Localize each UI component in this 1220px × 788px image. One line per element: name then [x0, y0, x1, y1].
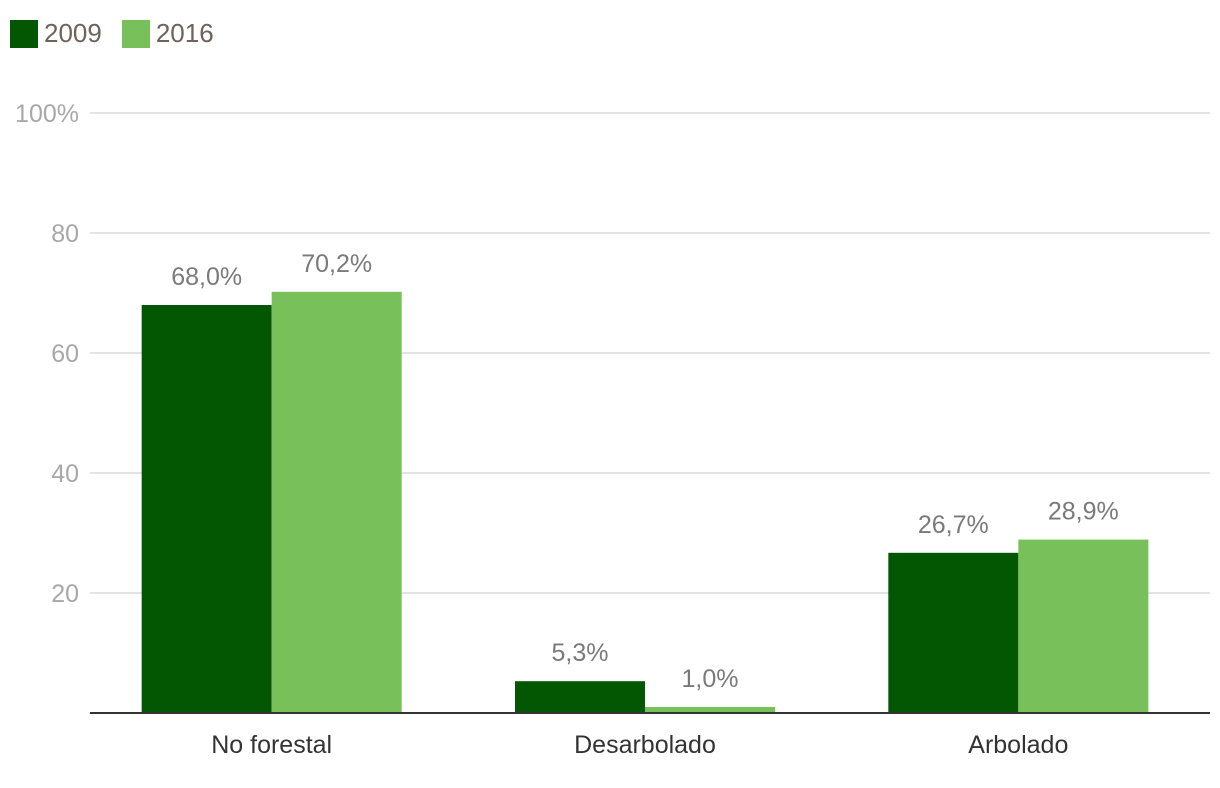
data-label-no-forestal-2009: 68,0% [171, 263, 242, 291]
y-tick-label-100: 100% [15, 100, 79, 128]
data-label-arbolado-2009: 26,7% [918, 511, 989, 539]
category-label-arbolado: Arbolado [968, 731, 1068, 759]
data-label-no-forestal-2016: 70,2% [301, 250, 372, 278]
bar-no-forestal-2009 [141, 305, 272, 713]
legend-item-2016[interactable]: 2016 [121, 18, 214, 49]
bar-no-forestal-2016 [271, 291, 402, 713]
y-tick-label-20: 20 [51, 580, 79, 608]
y-tick-label-40: 40 [51, 460, 79, 488]
data-label-arbolado-2016: 28,9% [1048, 498, 1119, 526]
category-label-desarbolado: Desarbolado [574, 731, 716, 759]
bar-arbolado-2009 [888, 552, 1019, 713]
bar-arbolado-2016 [1018, 539, 1149, 713]
y-tick-label-60: 60 [51, 340, 79, 368]
legend-label-2016: 2016 [155, 18, 214, 48]
legend-label-2009: 2009 [44, 18, 102, 48]
legend-item-2009[interactable]: 2009 [10, 18, 102, 49]
bar-desarbolado-2009 [515, 681, 645, 713]
legend-swatch-2009 [10, 19, 38, 48]
data-label-desarbolado-2016: 1,0% [682, 665, 739, 693]
category-label-no-forestal: No forestal [211, 731, 332, 759]
legend-swatch-2016 [121, 19, 150, 48]
data-label-desarbolado-2009: 5,3% [552, 639, 609, 667]
y-tick-label-80: 80 [51, 220, 79, 248]
legend: 2009 2016 [10, 18, 214, 49]
bar-desarbolado-2016 [645, 707, 775, 713]
